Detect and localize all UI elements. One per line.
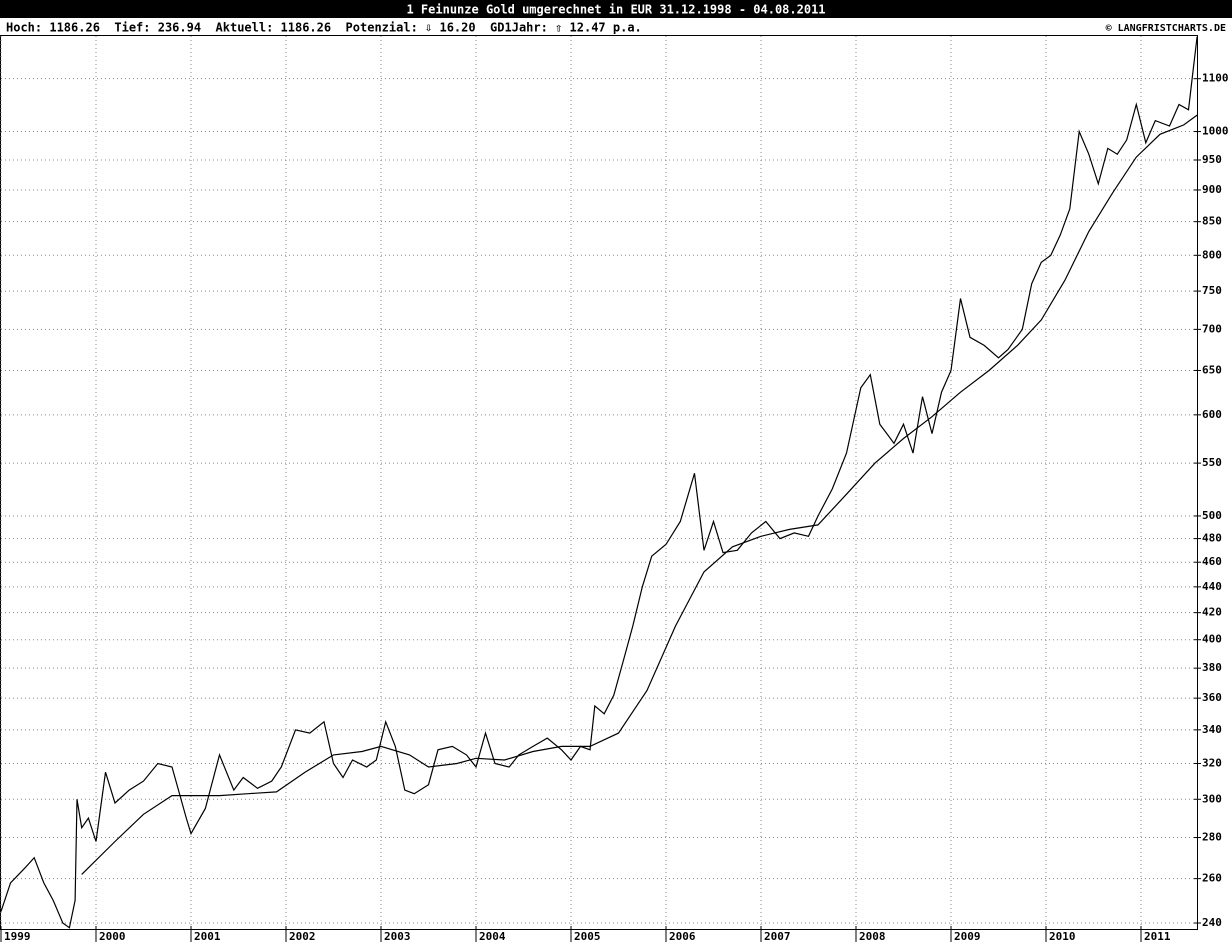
y-tick-label: 700 bbox=[1202, 322, 1222, 335]
y-tick-label: 1100 bbox=[1202, 72, 1229, 85]
x-tick-label: 2003 bbox=[384, 930, 411, 943]
y-tick-label: 240 bbox=[1202, 916, 1222, 929]
stats-line: Hoch: 1186.26 Tief: 236.94 Aktuell: 1186… bbox=[6, 21, 642, 35]
x-tick-label: 1999 bbox=[4, 930, 31, 943]
y-tick-label: 550 bbox=[1202, 456, 1222, 469]
y-tick-label: 500 bbox=[1202, 509, 1222, 522]
x-tick-label: 2001 bbox=[194, 930, 221, 943]
source: © LANGFRISTCHARTS.DE bbox=[1106, 23, 1226, 34]
y-tick-label: 800 bbox=[1202, 248, 1222, 261]
y-tick-label: 280 bbox=[1202, 831, 1222, 844]
y-tick-label: 320 bbox=[1202, 756, 1222, 769]
x-tick-label: 2011 bbox=[1144, 930, 1171, 943]
y-tick-label: 340 bbox=[1202, 723, 1222, 736]
y-tick-label: 1000 bbox=[1202, 125, 1229, 138]
y-tick-label: 900 bbox=[1202, 183, 1222, 196]
y-tick-label: 650 bbox=[1202, 363, 1222, 376]
y-tick-label: 440 bbox=[1202, 580, 1222, 593]
y-tick-label: 400 bbox=[1202, 633, 1222, 646]
y-tick-label: 850 bbox=[1202, 215, 1222, 228]
y-tick-label: 420 bbox=[1202, 606, 1222, 619]
x-tick-label: 2006 bbox=[669, 930, 696, 943]
y-tick-label: 460 bbox=[1202, 555, 1222, 568]
x-tick-label: 2009 bbox=[954, 930, 981, 943]
x-tick-label: 2005 bbox=[574, 930, 601, 943]
title-bar bbox=[0, 0, 1232, 18]
x-tick-label: 2007 bbox=[764, 930, 791, 943]
y-tick-label: 950 bbox=[1202, 153, 1222, 166]
x-tick-label: 2000 bbox=[99, 930, 126, 943]
x-tick-label: 2002 bbox=[289, 930, 316, 943]
plot-frame bbox=[0, 35, 1198, 930]
chart-title: 1 Feinunze Gold umgerechnet in EUR 31.12… bbox=[406, 3, 825, 17]
y-tick-label: 480 bbox=[1202, 532, 1222, 545]
y-tick-label: 750 bbox=[1202, 284, 1222, 297]
x-tick-label: 2010 bbox=[1049, 930, 1076, 943]
x-tick-label: 2008 bbox=[859, 930, 886, 943]
y-tick-label: 380 bbox=[1202, 661, 1222, 674]
y-tick-label: 600 bbox=[1202, 408, 1222, 421]
price-line bbox=[0, 36, 1198, 929]
x-tick-label: 2004 bbox=[479, 930, 506, 943]
y-tick-label: 300 bbox=[1202, 792, 1222, 805]
y-tick-label: 260 bbox=[1202, 872, 1222, 885]
y-tick-label: 360 bbox=[1202, 691, 1222, 704]
price-line bbox=[81, 114, 1198, 875]
